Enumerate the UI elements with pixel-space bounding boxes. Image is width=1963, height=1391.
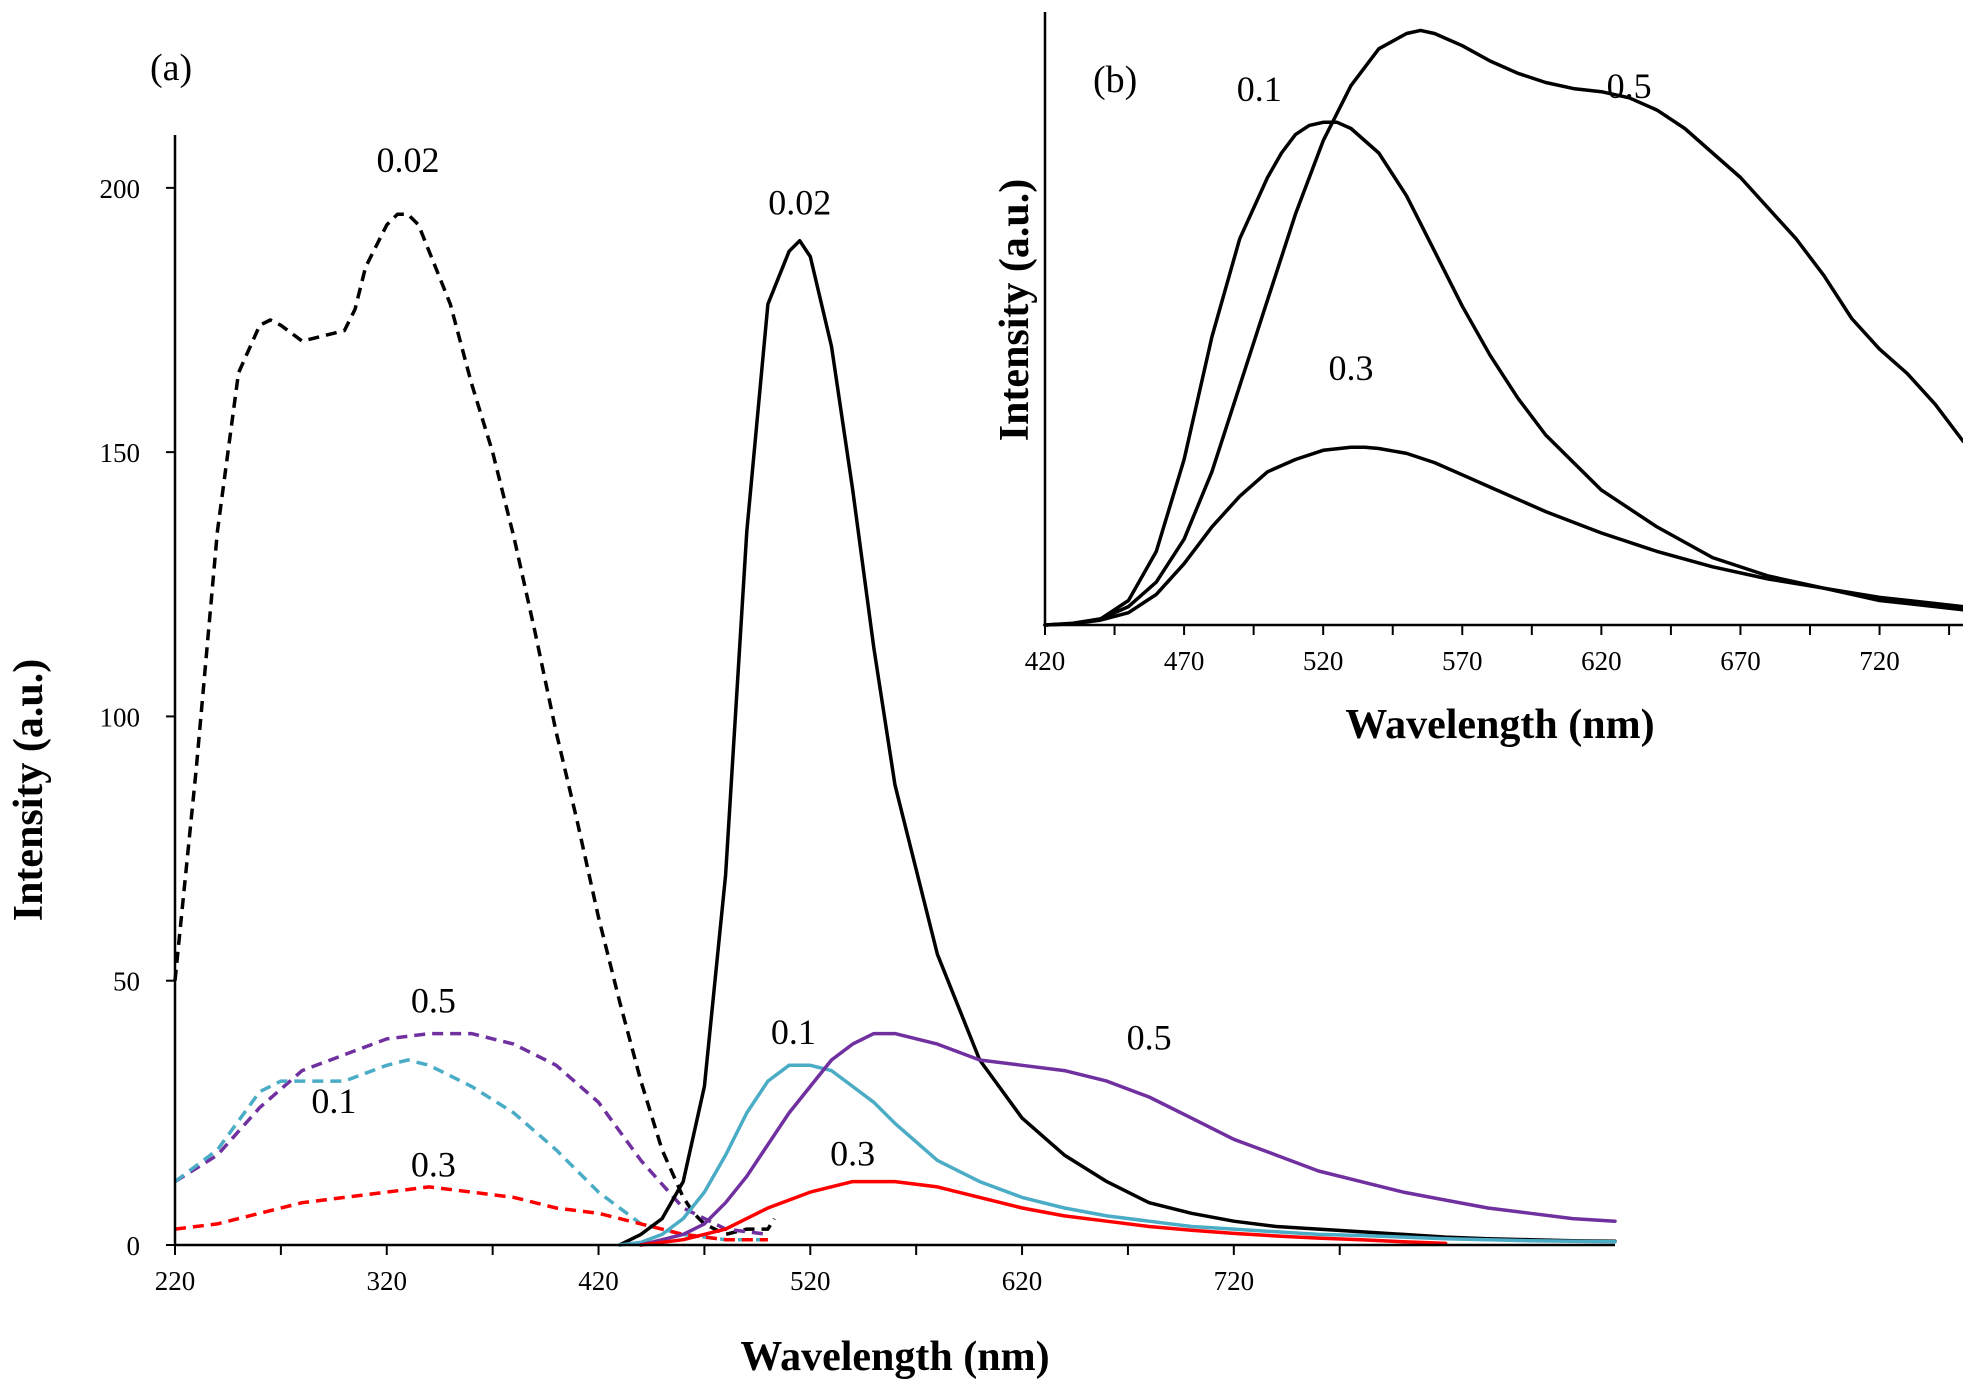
panel-b-x-tick-label: 720 [1859,646,1900,676]
panel-a-x-tick-label: 420 [578,1266,619,1296]
panel-a-x-axis-title: Wavelength (nm) [740,1334,1049,1380]
panel-b-x-tick-label: 620 [1581,646,1622,676]
panel-a-label-0-02-emission: 0.02 [768,182,831,222]
panel-a-x-tick-label: 220 [155,1266,196,1296]
panel-a-x-tick-label: 320 [367,1266,408,1296]
panel-b-x-tick-label: 670 [1720,646,1761,676]
panel-b-y-axis-title: Intensity (a.u.) [992,179,1038,442]
panel-a-curve-0-5-excitation [174,1031,769,1237]
panel-a-label-0-5-excitation: 0.5 [411,980,456,1020]
panel-b-x-tick-label: 420 [1025,646,1066,676]
panel-a-y-tick-label: 0 [127,1231,141,1261]
panel-b-inset: (b) 420 470 520 570 620 670 720 0.1 0.5 0.3 Wave… [992,12,1963,748]
panel-a-y-tick-label: 50 [113,967,140,997]
panel-a-curve-0-02-excitation [173,212,776,1237]
panel-a-curve-0-3-emission [639,1179,1448,1247]
panel-a-y-axis-title: Intensity (a.u.) [6,659,52,922]
panel-b-curve-0-3 [1043,445,1963,627]
panel-a-curve-0-1-emission [617,1063,1617,1247]
panel-b-series-labels: 0.1 0.5 0.3 [1237,66,1652,388]
panel-b-curve-0-1 [1043,120,1963,627]
panel-b-label-0-3: 0.3 [1329,348,1374,388]
panel-a-curves [173,212,1617,1247]
panel-a-series-labels: 0.02 0.5 0.1 0.3 0.02 0.1 0.5 0.3 [311,140,1171,1184]
panel-a-label: (a) [150,47,192,89]
panel-a-label-0-02-excitation: 0.02 [376,140,439,180]
panel-b-x-tick-label: 470 [1164,646,1205,676]
panel-a-y-tick-label: 200 [100,174,141,204]
panel-a-curve-0-5-emission [639,1031,1617,1247]
panel-b-label: (b) [1093,59,1137,101]
panel-a-x-tick-label: 520 [790,1266,831,1296]
panel-a-x-tick-label: 720 [1214,1266,1255,1296]
panel-a-x-tick-label: 620 [1002,1266,1043,1296]
panel-b-x-tick-label: 520 [1303,646,1344,676]
panel-a-label-0-1-emission: 0.1 [771,1012,816,1052]
panel-a-label-0-3-emission: 0.3 [830,1134,875,1174]
panel-a-ticks: 220 320 420 520 620 720 0 50 100 150 200 [100,174,1341,1296]
panel-b-curve-0-5 [1043,28,1963,627]
panel-a-label-0-5-emission: 0.5 [1127,1017,1172,1057]
panel-b-label-0-5: 0.5 [1607,66,1652,106]
panel-b-curves [1043,28,1963,627]
panel-a-label-0-1-excitation: 0.1 [311,1081,356,1121]
panel-b-x-axis-title: Wavelength (nm) [1345,702,1654,748]
panel-a-y-tick-label: 150 [100,438,141,468]
panel-b-ticks: 420 470 520 570 620 670 720 [1025,625,1951,676]
panel-b-label-0-1: 0.1 [1237,69,1282,109]
panel-a-y-tick-label: 100 [100,702,141,732]
panel-a-curve-0-3-excitation [174,1185,768,1242]
panel-b-x-tick-label: 570 [1442,646,1483,676]
panel-a-label-0-3-excitation: 0.3 [411,1144,456,1184]
panel-a-curve-0-02-emission [617,238,1617,1247]
